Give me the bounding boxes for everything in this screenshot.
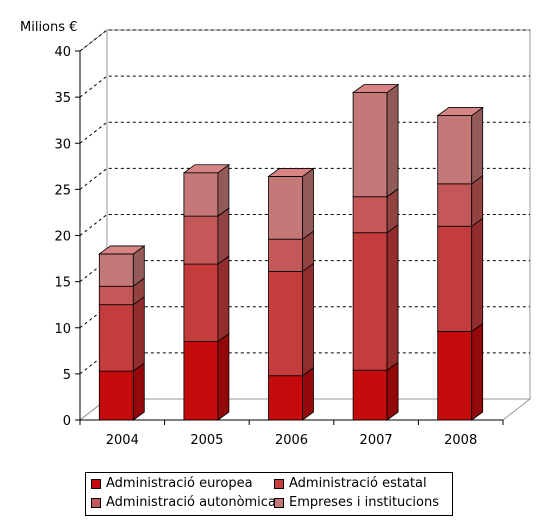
bar-segment: [267, 167, 315, 240]
y-tick-label: 5: [63, 368, 71, 383]
y-tick-label: 10: [54, 322, 71, 337]
bar-segment: [268, 230, 314, 273]
bar-front: [183, 341, 219, 421]
bar-side: [132, 362, 145, 421]
bar-segment: [351, 83, 400, 198]
bar-front: [352, 92, 388, 198]
bar-front: [268, 238, 303, 272]
bar-side: [302, 366, 314, 421]
bar-front: [352, 369, 388, 421]
legend-swatch: [274, 497, 284, 508]
y-tick-label: 40: [54, 45, 71, 60]
bars: [98, 83, 484, 421]
bar-side: [217, 163, 230, 217]
bar-side: [386, 83, 399, 198]
bar-top: [267, 168, 315, 177]
bar-segment: [98, 362, 145, 421]
bar-front: [268, 375, 303, 421]
bar-top: [182, 164, 231, 174]
bar-front: [98, 370, 134, 421]
bar-side: [217, 255, 230, 343]
x-tick-label: 2004: [106, 433, 139, 448]
y-unit-label: Milions €: [20, 20, 77, 35]
x-tick-label: 2007: [360, 433, 393, 448]
bar-segment: [352, 187, 399, 234]
bar-segment: [182, 163, 231, 217]
bar-side: [302, 262, 314, 377]
legend-item: Administració estatal: [274, 476, 427, 491]
legend-item: Administració autonòmica: [91, 495, 276, 510]
bar-front: [98, 253, 134, 287]
legend-label: Administració estatal: [289, 476, 427, 491]
legend-swatch: [91, 478, 101, 489]
legend-label: Empreses i institucions: [289, 495, 440, 510]
legend-item: Empreses i institucions: [274, 495, 439, 510]
x-axis-ticks: 2004 2005 2006 2007 2008: [106, 433, 477, 448]
legend-label: Administració autonòmica: [106, 495, 276, 510]
gridline: [79, 29, 530, 52]
y-tick-label: 30: [54, 137, 71, 152]
bar-side: [302, 167, 314, 240]
bar-segment: [352, 361, 399, 421]
bar-front: [437, 225, 473, 332]
bar-front: [352, 232, 388, 371]
bar-side: [471, 175, 484, 228]
x-tick-label: 2008: [444, 433, 477, 448]
bar-side: [386, 223, 399, 371]
bar-segment: [183, 255, 230, 343]
bar-side: [471, 106, 484, 185]
y-tick-label: 35: [54, 91, 71, 106]
bar-segment: [352, 223, 399, 371]
legend-swatch: [91, 497, 101, 508]
bar-segment: [437, 175, 484, 228]
y-tick-label: 15: [54, 276, 71, 291]
legend: Administració europea Administració estat…: [85, 472, 453, 516]
bar-front: [98, 285, 134, 306]
bar-side: [471, 217, 484, 333]
bar-front: [352, 196, 388, 234]
legend-item: Administració europea: [91, 476, 253, 491]
bar-segment: [98, 245, 146, 288]
gridline: [79, 75, 530, 98]
bar-front: [98, 304, 134, 372]
bar-segment: [436, 106, 484, 185]
bar-front: [183, 215, 219, 265]
bar-side: [386, 361, 399, 421]
bar-top: [98, 245, 146, 255]
bar-front: [268, 176, 303, 240]
bar-front: [183, 172, 219, 217]
bar-segment: [183, 332, 230, 421]
y-axis-ticks: 0 5 10 15 20 25 30 35 40: [54, 45, 71, 429]
y-tick-label: 25: [54, 183, 71, 198]
bar-side: [217, 332, 230, 421]
bar-front: [268, 271, 303, 377]
bar-segment: [98, 295, 145, 372]
bar-segment: [437, 322, 484, 421]
legend-swatch: [274, 478, 284, 489]
bar-side: [217, 207, 230, 265]
bar-front: [437, 115, 473, 185]
y-tick-label: 0: [63, 414, 71, 429]
bar-segment: [268, 262, 314, 377]
bar-top: [351, 84, 400, 93]
bar-front: [183, 263, 219, 342]
x-tick-label: 2006: [275, 433, 308, 448]
bar-top: [436, 107, 484, 116]
bar-front: [437, 183, 473, 227]
bar-side: [471, 322, 484, 421]
bar-segment: [437, 217, 484, 333]
legend-label: Administració europea: [106, 476, 253, 491]
bar-front: [437, 331, 473, 421]
y-tick-label: 20: [54, 230, 71, 245]
bar-side: [132, 295, 145, 372]
x-tick-label: 2005: [190, 433, 223, 448]
